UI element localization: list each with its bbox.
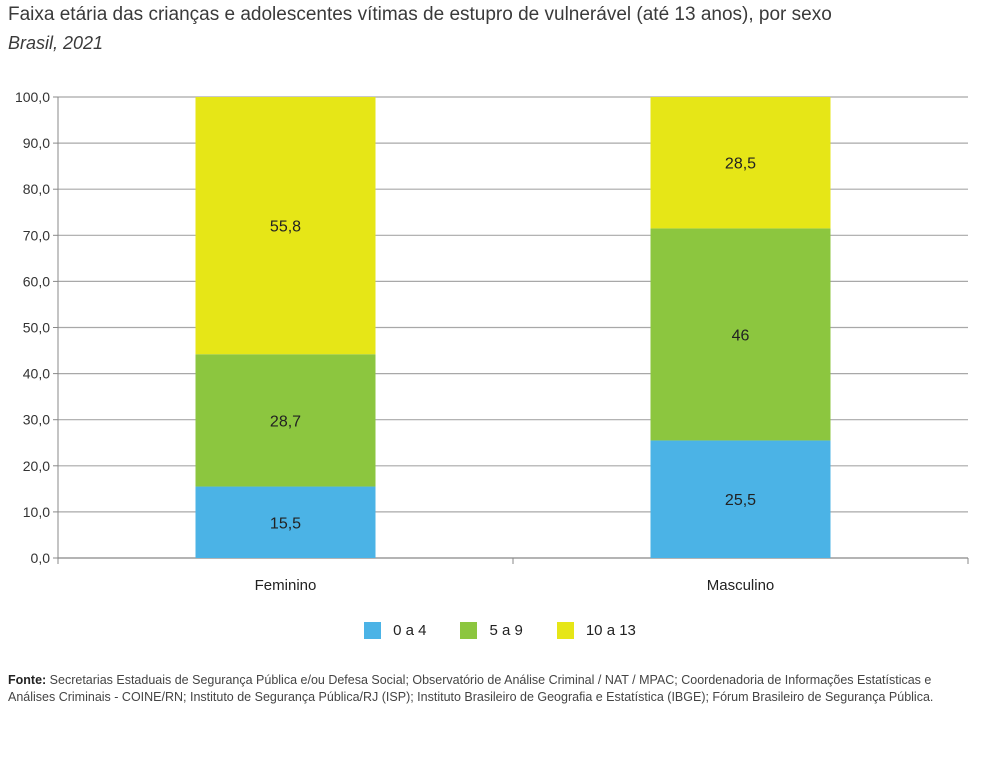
- y-tick-label: 0,0: [31, 550, 51, 566]
- y-tick-label: 100,0: [15, 89, 50, 105]
- bar-segment: [650, 228, 831, 441]
- legend-label-0a4: 0 a 4: [393, 622, 427, 639]
- bar-segment: [195, 97, 376, 355]
- source-note: Fonte: Secretarias Estaduais de Seguranç…: [8, 672, 968, 706]
- y-tick-label: 20,0: [23, 458, 50, 474]
- stacked-bar-chart: 0,0 10,0 20,0 30,0 40,0 50,0 60,0 70,0 80,0 90,0 1…: [15, 89, 969, 594]
- y-tick-label: 70,0: [23, 227, 50, 243]
- data-label: 46: [732, 327, 750, 344]
- y-tick-label: 60,0: [23, 273, 50, 289]
- legend-label-10a13: 10 a 13: [585, 622, 636, 639]
- chart-legend: 0 a 4 5 a 9 10 a 13: [0, 622, 1000, 639]
- bar-segment: [650, 440, 831, 558]
- legend-swatch-0a4: [364, 622, 382, 639]
- legend-swatch-5a9: [460, 622, 478, 639]
- legend-item-5a9: 5 a 9: [460, 622, 523, 639]
- source-text: Secretarias Estaduais de Segurança Públi…: [8, 673, 934, 704]
- legend-swatch-10a13: [556, 622, 574, 639]
- legend-item-0a4: 0 a 4: [364, 622, 426, 639]
- y-tick-label: 40,0: [23, 366, 50, 382]
- data-label: 55,8: [270, 219, 301, 236]
- chart-title: Faixa etária das crianças e adolescentes…: [8, 4, 832, 25]
- bar-segment: [650, 97, 831, 229]
- data-label: 28,5: [725, 156, 756, 173]
- bar-segment: [195, 354, 376, 487]
- y-tick-label: 80,0: [23, 181, 50, 197]
- source-label: Fonte:: [8, 673, 47, 687]
- bar-segment: [195, 486, 376, 558]
- x-category-label: Feminino: [255, 577, 317, 594]
- y-tick-label: 10,0: [23, 504, 50, 520]
- legend-label-5a9: 5 a 9: [489, 622, 523, 639]
- legend-item-10a13: 10 a 13: [556, 622, 636, 639]
- data-label: 15,5: [270, 515, 301, 532]
- data-label: 28,7: [270, 413, 301, 430]
- x-category-label: Masculino: [707, 577, 775, 594]
- y-tick-label: 30,0: [23, 412, 50, 428]
- chart-subtitle: Brasil, 2021: [8, 33, 104, 53]
- y-tick-label: 90,0: [23, 135, 50, 151]
- data-label: 25,5: [725, 492, 756, 509]
- y-tick-label: 50,0: [23, 320, 50, 336]
